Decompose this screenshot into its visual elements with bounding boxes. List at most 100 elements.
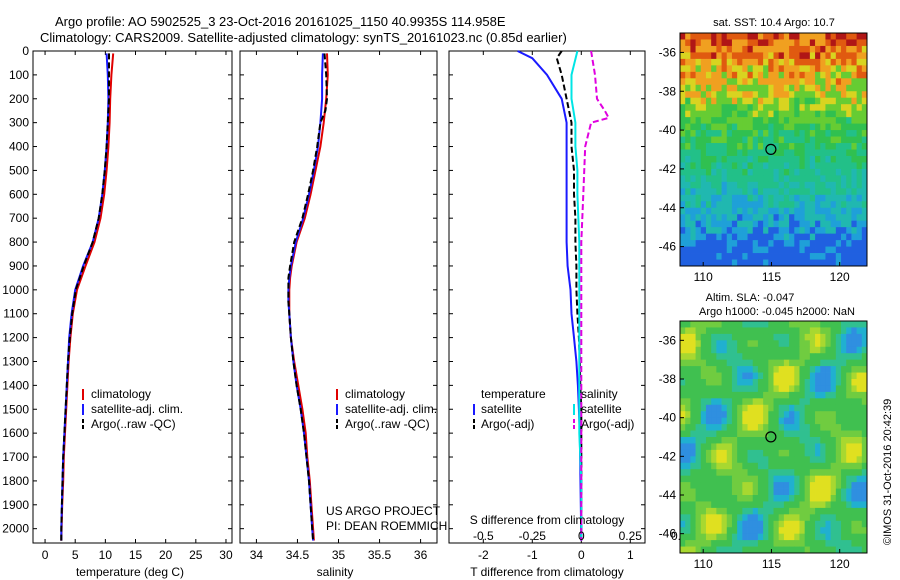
map-cell: [794, 430, 800, 438]
map-cell: [825, 366, 832, 373]
map-cell: [705, 482, 712, 489]
map-cell: [794, 495, 800, 502]
map-cell: [856, 168, 863, 176]
map-cell: [778, 84, 785, 92]
map-cell: [820, 527, 826, 535]
map-cell: [685, 411, 691, 419]
map-cell: [846, 162, 852, 170]
map-cell: [747, 220, 754, 228]
map-cell: [861, 495, 868, 502]
map-cell: [856, 240, 863, 247]
map-cell: [731, 546, 738, 554]
map-cell: [768, 462, 774, 470]
map-cell: [804, 143, 811, 150]
map-cell: [815, 78, 821, 86]
map-cell: [778, 501, 785, 509]
map-cell: [742, 188, 748, 196]
map-cell: [809, 411, 816, 419]
map-cell: [773, 117, 780, 125]
map-cell: [851, 462, 858, 470]
map-cell: [752, 136, 759, 144]
map-cell: [794, 233, 800, 241]
map-cell: [856, 495, 863, 502]
map-cell: [711, 424, 717, 431]
map-cell: [846, 240, 852, 247]
y-tick-label: 2000: [2, 522, 29, 536]
map-cell: [721, 398, 728, 406]
map-cell: [742, 443, 748, 451]
map-cell: [721, 327, 728, 335]
map-cell: [757, 110, 764, 118]
map-cell: [700, 181, 707, 189]
map-cell: [841, 130, 847, 137]
map-cell: [705, 123, 712, 131]
map-cell: [835, 33, 842, 40]
map-cell: [680, 437, 686, 444]
map-cell: [700, 411, 707, 419]
map-cell: [726, 533, 733, 541]
map-cell: [820, 33, 826, 40]
map-cell: [783, 411, 790, 419]
map-cell: [789, 207, 795, 215]
map-cell: [721, 417, 728, 425]
y-tick-label: 1500: [2, 402, 29, 416]
map-cell: [721, 462, 728, 470]
map-cell: [752, 110, 759, 118]
y-tick-label: 800: [9, 235, 29, 249]
map-cell: [789, 469, 795, 477]
map-cell: [752, 201, 759, 209]
map-cell: [825, 194, 832, 202]
map-cell: [763, 143, 769, 150]
map-cell: [815, 437, 821, 444]
map-cell: [841, 33, 847, 40]
map-cell: [783, 391, 790, 399]
map-cell: [773, 58, 780, 66]
map-cell: [747, 379, 754, 386]
map-cell: [716, 475, 722, 483]
map-cell: [809, 104, 816, 112]
map-cell: [815, 391, 821, 399]
map-cell: [778, 259, 785, 267]
map-cell: [794, 84, 800, 92]
map-cell: [799, 546, 806, 554]
map-cell: [700, 52, 707, 60]
map-cell: [820, 514, 826, 522]
map-cell: [685, 340, 691, 348]
map-cell: [804, 117, 811, 125]
map-cell: [778, 45, 785, 53]
map-cell: [835, 346, 842, 354]
map-cell: [726, 359, 733, 367]
map-cell: [815, 117, 821, 125]
map-cell: [705, 520, 712, 528]
map-cell: [690, 379, 696, 386]
map-cell: [835, 366, 842, 373]
map-cell: [799, 501, 806, 509]
map-cell: [721, 39, 728, 47]
map-cell: [778, 207, 785, 215]
map-cell: [757, 149, 764, 157]
map-cell: [809, 437, 816, 444]
map-cell: [825, 379, 832, 386]
map-cell: [835, 227, 842, 235]
map-cell: [716, 233, 722, 241]
map-cell: [726, 149, 733, 157]
map-cell: [721, 533, 728, 541]
map-cell: [731, 340, 738, 348]
map-cell: [809, 181, 816, 189]
map-cell: [778, 482, 785, 489]
map-cell: [851, 398, 858, 406]
map-cell: [861, 430, 868, 438]
map-cell: [695, 469, 702, 477]
map-cell: [680, 117, 686, 125]
map-cell: [861, 246, 868, 254]
map-cell: [861, 398, 868, 406]
map-cell: [846, 188, 852, 196]
map-cell: [825, 233, 832, 241]
map-cell: [830, 45, 837, 53]
map-cell: [861, 91, 868, 99]
map-cell: [794, 507, 800, 515]
map-cell: [841, 462, 847, 470]
map-cell: [737, 123, 743, 131]
map-cell: [815, 527, 821, 535]
map-cell: [763, 78, 769, 86]
